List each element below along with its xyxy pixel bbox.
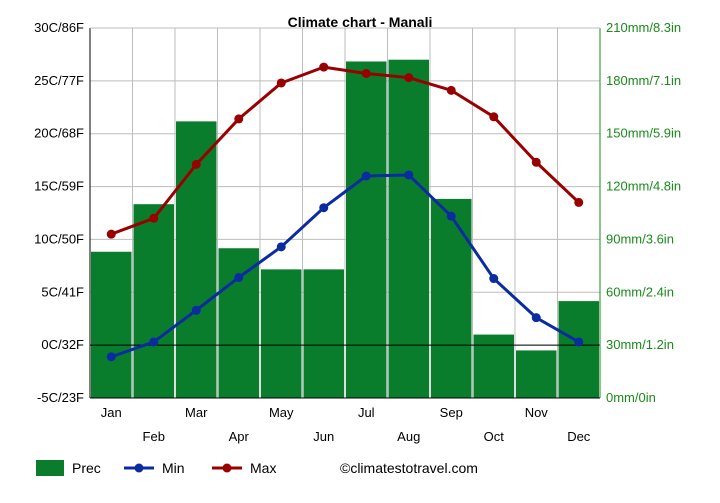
max-point-jul	[361, 68, 371, 78]
max-point-jun	[319, 62, 329, 72]
legend-label-prec: Prec	[72, 460, 101, 476]
precipitation-bars	[91, 59, 599, 398]
min-point-oct	[489, 274, 499, 284]
precipitation-bar-apr	[218, 248, 259, 398]
min-point-sep	[446, 211, 456, 221]
max-point-aug	[404, 73, 414, 83]
right-axis-tick-label: 60mm/2.4in	[606, 284, 674, 299]
right-axis-tick-label: 210mm/8.3in	[606, 20, 681, 35]
legend-swatch-prec	[36, 460, 64, 476]
left-axis-tick-label: 30C/86F	[34, 20, 84, 35]
month-label-may: May	[269, 405, 294, 420]
right-axis-tick-label: 0mm/0in	[606, 390, 656, 405]
precipitation-bar-sep	[431, 198, 472, 398]
x-axis-ticks: Jan Feb Mar Apr May Jun Jul Aug Sep Oct Nov Dec	[101, 405, 591, 444]
month-label-feb: Feb	[143, 429, 165, 444]
min-point-aug	[404, 170, 414, 180]
max-point-apr	[234, 114, 244, 124]
right-axis-tick-label: 150mm/5.9in	[606, 126, 681, 141]
legend-label-max: Max	[250, 460, 276, 476]
max-point-may	[276, 78, 286, 88]
right-axis-ticks: 0mm/0in 30mm/1.2in 60mm/2.4in 90mm/3.6in 120…	[606, 20, 681, 405]
max-point-sep	[446, 85, 456, 95]
precipitation-bar-jan	[91, 251, 132, 398]
month-label-nov: Nov	[525, 405, 549, 420]
month-label-oct: Oct	[484, 429, 505, 444]
source-credit: ©climatestotravel.com	[340, 460, 478, 476]
max-point-mar	[191, 159, 201, 169]
right-axis-tick-label: 120mm/4.8in	[606, 179, 681, 194]
left-axis-tick-label: 10C/50F	[34, 231, 84, 246]
precipitation-bar-jul	[346, 61, 387, 398]
left-axis-tick-label: 5C/41F	[41, 284, 84, 299]
max-point-jan	[106, 229, 116, 239]
legend-label-min: Min	[162, 460, 185, 476]
left-axis-tick-label: -5C/23F	[37, 390, 84, 405]
precipitation-bar-jun	[303, 269, 344, 398]
plot-frame	[89, 27, 601, 399]
month-label-jun: Jun	[313, 429, 334, 444]
precipitation-bar-feb	[133, 204, 174, 398]
chart-grid	[90, 27, 600, 399]
precipitation-bar-nov	[516, 350, 557, 398]
chart-legend: Prec Min Max ©climatestotravel.com	[36, 460, 478, 476]
min-point-jun	[319, 203, 329, 213]
right-axis-tick-label: 30mm/1.2in	[606, 337, 674, 352]
max-point-nov	[531, 157, 541, 167]
right-axis-tick-label: 90mm/3.6in	[606, 231, 674, 246]
legend-marker-max	[222, 463, 232, 473]
max-point-dec	[574, 197, 584, 207]
left-axis-tick-label: 0C/32F	[41, 337, 84, 352]
month-label-jan: Jan	[101, 405, 122, 420]
precipitation-bar-may	[261, 269, 302, 398]
month-label-mar: Mar	[185, 405, 208, 420]
min-point-apr	[234, 272, 244, 282]
precipitation-bar-dec	[558, 301, 599, 398]
right-axis-tick-label: 180mm/7.1in	[606, 73, 681, 88]
legend-marker-min	[134, 463, 144, 473]
precipitation-bar-oct	[473, 334, 514, 398]
month-label-apr: Apr	[229, 429, 250, 444]
max-temperature-line	[110, 65, 580, 236]
month-label-aug: Aug	[397, 429, 420, 444]
min-point-nov	[531, 313, 541, 323]
min-point-feb	[149, 337, 159, 347]
left-axis-ticks: -5C/23F 0C/32F 5C/41F 10C/50F 15C/59F 20C/68F…	[34, 20, 84, 405]
min-point-mar	[191, 305, 201, 315]
min-point-jul	[361, 171, 371, 181]
chart-title: Climate chart - Manali	[288, 14, 433, 30]
min-point-jan	[106, 352, 116, 362]
left-axis-tick-label: 20C/68F	[34, 126, 84, 141]
max-point-feb	[149, 213, 159, 223]
month-label-sep: Sep	[440, 405, 463, 420]
left-axis-tick-label: 15C/59F	[34, 179, 84, 194]
month-label-dec: Dec	[567, 429, 591, 444]
min-point-may	[276, 242, 286, 252]
left-axis-tick-label: 25C/77F	[34, 73, 84, 88]
precipitation-bar-aug	[388, 59, 429, 398]
month-label-jul: Jul	[358, 405, 375, 420]
min-temperature-line	[110, 173, 580, 359]
max-point-oct	[489, 112, 499, 122]
temperature-lines	[106, 62, 584, 362]
min-point-dec	[574, 337, 584, 347]
